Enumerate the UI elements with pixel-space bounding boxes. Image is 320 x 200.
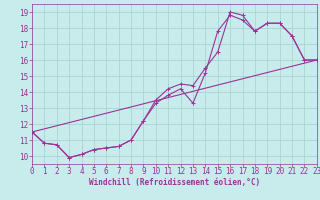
- X-axis label: Windchill (Refroidissement éolien,°C): Windchill (Refroidissement éolien,°C): [89, 178, 260, 187]
